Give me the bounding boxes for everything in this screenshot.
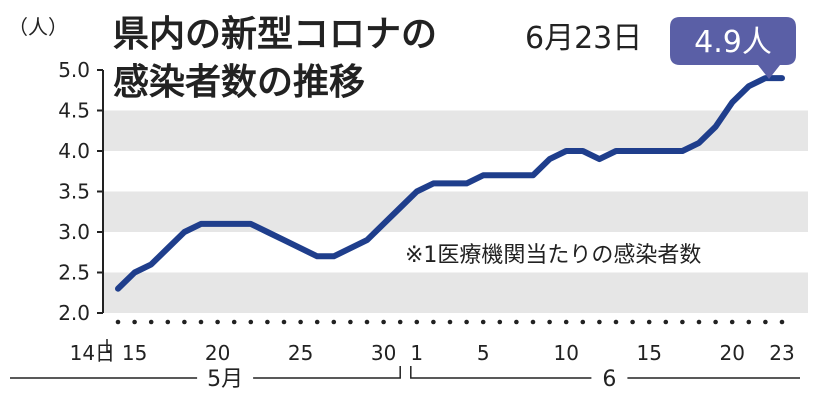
x-tick-label: 23 [769,341,794,365]
grid-band [104,272,808,313]
y-tick-labels: 2.0 2.5 3.0 3.5 4.0 4.5 5.0 [58,58,90,325]
day-dot [348,319,353,325]
day-dot [132,319,137,325]
day-dot [215,319,220,325]
day-dot [397,319,403,325]
badge-shape [670,17,796,79]
chart-title-line1: 県内の新型コロナの [113,14,437,55]
day-dot [530,319,536,325]
y-tick-label: 4.5 [58,99,90,123]
day-dot [414,319,420,325]
day-dot [779,319,785,325]
day-dot [497,319,503,325]
start-hook [106,339,111,352]
x-tick-label: 20 [719,341,744,365]
day-dot [148,319,154,325]
day-dot [514,319,519,325]
month-label-bg [591,364,628,394]
day-dot [231,319,237,325]
month-bracket-june [410,366,800,379]
month-label-june: 6 [602,367,616,392]
y-tick-label: 4.0 [58,139,90,163]
x-tick-label: 15 [122,341,147,365]
day-dot [713,319,718,325]
y-unit-label: （人） [8,15,68,39]
day-dot [265,319,270,325]
day-dot [364,319,370,325]
day-dot [763,319,768,325]
day-dot [729,319,735,325]
x-tick-label: 1 [410,341,423,365]
day-dot [613,319,619,325]
x-tick-label: 14日 [70,341,115,365]
day-dot [115,319,121,325]
month-label-may: 5月 [207,367,243,392]
day-dot [630,319,635,325]
day-dot [165,319,171,325]
day-dot [431,319,436,325]
date-label: 6月23日 [525,21,642,56]
day-dot [746,319,752,325]
y-tick-label: 2.0 [58,301,90,325]
y-tick-marks [97,69,103,314]
badge-text: 4.9人 [694,25,772,60]
day-dot [298,319,303,325]
day-dot [182,319,187,325]
day-dot [314,319,320,325]
y-tick-label: 2.5 [58,261,90,285]
note-background [400,235,805,271]
month-axis: 5月 6 [10,339,800,394]
y-tick-label: 3.0 [58,220,90,244]
day-dot [547,319,552,325]
day-dot [663,319,669,325]
y-tick-label: 3.5 [58,180,90,204]
day-dot [597,319,602,325]
x-day-dots [115,319,785,325]
x-tick-labels: 14日 15 20 25 30 1 5 10 15 20 23 [70,341,795,365]
x-tick-label: 25 [288,341,313,365]
day-dot [381,319,386,325]
day-dot [447,319,453,325]
grid-band [104,110,808,151]
day-dot [480,319,486,325]
series-line [115,75,785,292]
day-dot [696,319,702,325]
x-tick-label: 30 [371,341,396,365]
day-dot [281,319,287,325]
month-bracket-may [10,366,401,379]
day-dot [580,319,586,325]
chart-title-line2: 感染者数の推移 [113,62,365,103]
day-dot [248,319,254,325]
chart-note: ※1医療機関当たりの感染者数 [405,243,701,268]
day-dot [680,319,685,325]
x-tick-label: 5 [477,341,490,365]
day-dot [563,319,569,325]
latest-value-badge: 4.9人 [670,17,796,79]
x-tick-label: 20 [205,341,230,365]
day-dot [331,319,337,325]
x-tick-label: 10 [553,341,578,365]
day-dot [646,319,652,325]
x-tick-label: 15 [636,341,661,365]
grid-bands [104,110,808,313]
day-dot [464,319,469,325]
y-tick-label: 5.0 [58,58,90,82]
month-label-bg [197,364,254,394]
day-dot [198,319,204,325]
